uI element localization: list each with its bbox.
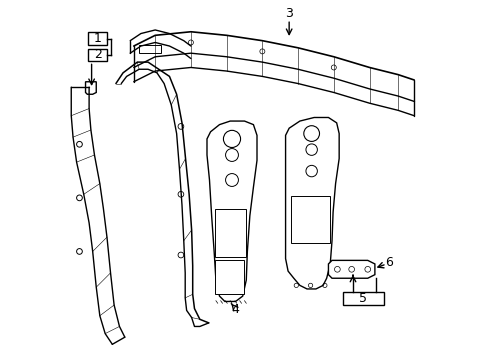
Polygon shape	[85, 82, 96, 94]
FancyBboxPatch shape	[88, 32, 107, 45]
Polygon shape	[215, 260, 244, 294]
Polygon shape	[285, 117, 339, 289]
Polygon shape	[215, 208, 246, 257]
Text: 4: 4	[231, 303, 239, 316]
Text: 3: 3	[285, 8, 292, 21]
FancyBboxPatch shape	[342, 292, 383, 305]
Text: 2: 2	[94, 49, 102, 62]
Polygon shape	[290, 196, 329, 243]
Text: 6: 6	[385, 256, 392, 269]
Polygon shape	[328, 260, 374, 278]
Text: 5: 5	[359, 292, 366, 305]
FancyBboxPatch shape	[88, 49, 107, 62]
Text: 1: 1	[94, 32, 102, 45]
Polygon shape	[206, 121, 257, 301]
Polygon shape	[139, 45, 160, 53]
